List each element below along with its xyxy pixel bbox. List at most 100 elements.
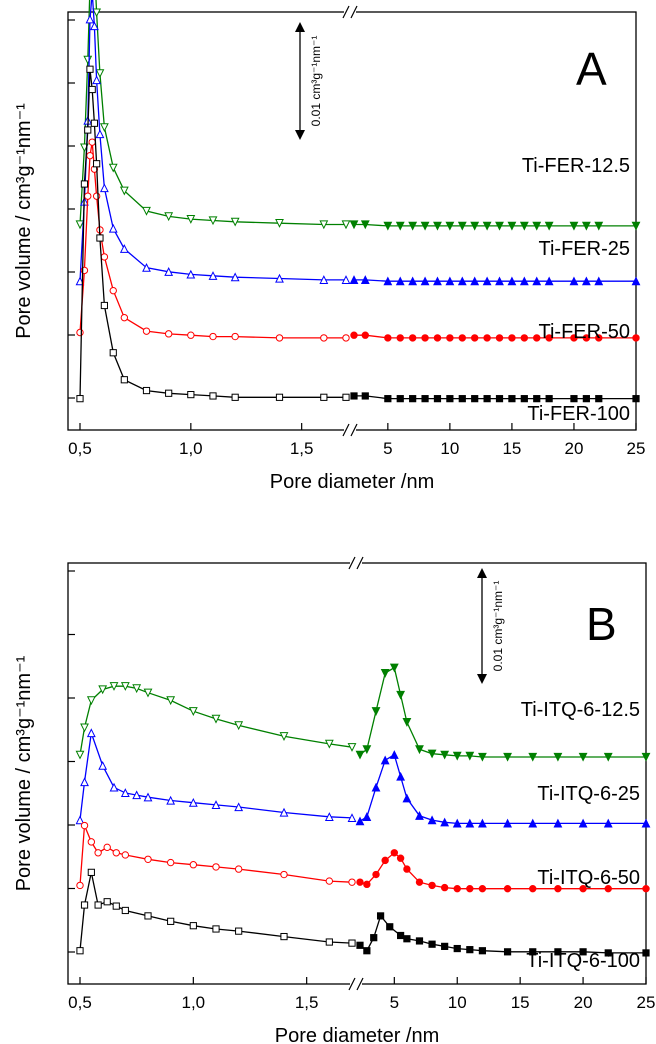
scale-bar-label-b: 0.01 cm³g⁻¹nm⁻¹ (491, 581, 505, 672)
scale-bar-arrow-down (477, 674, 487, 684)
data-point (80, 180, 89, 188)
data-point (280, 932, 288, 941)
x-axis-title-a: Pore diameter /nm (270, 471, 435, 493)
data-point (144, 912, 152, 920)
series-label: Ti-ITQ-6-50 (537, 867, 640, 889)
data-point (470, 221, 480, 231)
x-tick-label: 5 (390, 993, 399, 1012)
x-tick-label: 15 (502, 439, 521, 458)
x-tick-label: 1,0 (182, 993, 206, 1012)
data-point (594, 276, 604, 286)
data-point (132, 790, 142, 800)
axis-break-gap (350, 980, 362, 988)
data-point (446, 395, 454, 403)
data-point (383, 221, 393, 231)
data-point (383, 276, 393, 286)
x-tick-label: 1,5 (290, 439, 314, 458)
x-tick-label: 5 (383, 439, 392, 458)
data-point (109, 782, 119, 792)
data-point (507, 221, 517, 231)
data-point (420, 276, 430, 286)
data-point (360, 275, 370, 284)
data-point (553, 752, 563, 762)
axis-break-gap (350, 559, 362, 567)
data-point (112, 849, 120, 857)
data-point (86, 151, 94, 160)
data-point (553, 818, 563, 828)
data-point (85, 14, 95, 24)
axis-break-mark (342, 5, 350, 19)
data-point (569, 221, 579, 231)
data-point (581, 276, 591, 286)
data-point (603, 818, 613, 828)
x-tick-label: 20 (574, 993, 593, 1012)
data-point (403, 935, 411, 943)
data-point (94, 901, 102, 909)
data-point (384, 334, 392, 342)
data-point (98, 760, 108, 770)
data-point (390, 849, 399, 857)
data-point (341, 275, 351, 284)
data-point (579, 948, 587, 956)
data-point (632, 334, 640, 342)
data-point (376, 912, 385, 920)
data-point (187, 331, 195, 339)
data-point (396, 771, 406, 781)
data-point (166, 795, 176, 805)
data-point (108, 223, 118, 233)
data-point (100, 253, 109, 261)
panel-a: A Pore volume / cm³g⁻¹nm⁻¹ Pore diameter… (13, 0, 645, 493)
data-point (380, 755, 390, 765)
data-point (342, 393, 350, 401)
data-point (465, 818, 475, 828)
data-point (544, 221, 554, 231)
data-point (350, 331, 358, 339)
data-point (95, 129, 105, 139)
axis-break-gap (344, 8, 356, 16)
data-point (320, 393, 328, 401)
data-point (604, 949, 612, 957)
data-point (275, 334, 284, 342)
data-point (483, 395, 491, 403)
data-point (466, 884, 474, 893)
x-tick-label: 1,5 (295, 993, 319, 1012)
data-point (482, 221, 492, 231)
data-point (164, 267, 174, 276)
data-point (519, 276, 529, 286)
data-point (529, 948, 537, 956)
data-point (95, 69, 105, 79)
data-point (143, 688, 153, 698)
data-point (380, 669, 390, 678)
data-point (356, 941, 364, 949)
data-point (595, 334, 603, 342)
data-point (457, 221, 467, 231)
data-point (87, 868, 95, 876)
data-point (120, 788, 130, 797)
series-label: Ti-FER-100 (527, 403, 630, 425)
data-point (408, 221, 418, 231)
data-point (142, 262, 151, 272)
data-point (186, 215, 196, 224)
data-point (415, 811, 424, 820)
data-point (427, 815, 437, 825)
data-point (594, 221, 604, 231)
data-point (395, 276, 405, 286)
data-point (570, 334, 578, 342)
axis-break-mark (348, 977, 356, 991)
data-point (420, 221, 430, 231)
data-point (403, 865, 411, 873)
series-label: Ti-ITQ-6-25 (537, 783, 640, 805)
panel-b: B Pore volume / cm³g⁻¹nm⁻¹ Pore diameter… (13, 556, 655, 1044)
data-point (230, 272, 240, 282)
data-point (76, 328, 84, 337)
data-point (532, 221, 542, 231)
data-point (396, 690, 406, 700)
data-point (349, 275, 359, 284)
data-point (433, 221, 442, 231)
data-point (348, 878, 356, 886)
data-point (415, 937, 424, 945)
data-point (360, 220, 370, 230)
data-point (529, 884, 537, 893)
data-point (520, 395, 528, 403)
data-point (446, 334, 454, 342)
